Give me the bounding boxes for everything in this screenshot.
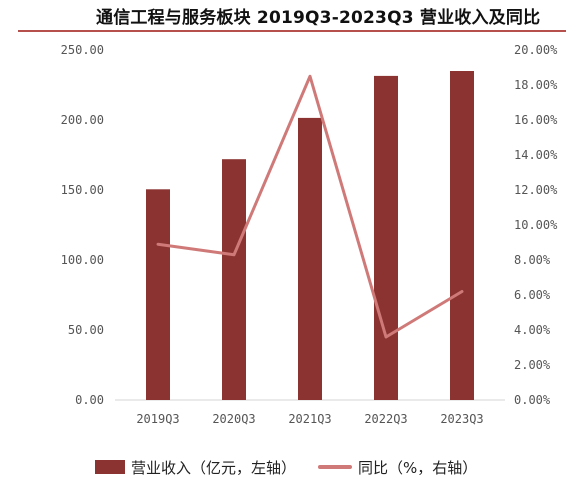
revenue-bar bbox=[222, 159, 246, 400]
left-tick-label: 250.00 bbox=[61, 43, 104, 57]
right-tick-label: 16.00% bbox=[514, 113, 558, 127]
x-axis-labels: 2019Q3 2020Q3 2021Q3 2022Q3 2023Q3 bbox=[136, 412, 483, 426]
right-tick-label: 14.00% bbox=[514, 148, 558, 162]
legend-bar-swatch bbox=[95, 460, 125, 474]
revenue-bar bbox=[146, 189, 170, 400]
revenue-bar bbox=[450, 71, 474, 400]
right-tick-label: 0.00% bbox=[514, 393, 551, 407]
left-tick-label: 200.00 bbox=[61, 113, 104, 127]
chart-header: 通信工程与服务板块 2019Q3-2023Q3 营业收入及同比 bbox=[0, 0, 583, 36]
right-tick-label: 20.00% bbox=[514, 43, 558, 57]
legend: 营业收入（亿元，左轴） 同比（%，右轴） bbox=[95, 455, 499, 479]
chart-title: 通信工程与服务板块 2019Q3-2023Q3 营业收入及同比 bbox=[96, 8, 541, 28]
revenue-bar bbox=[298, 117, 322, 401]
right-tick-label: 6.00% bbox=[514, 288, 551, 302]
right-tick-label: 8.00% bbox=[514, 253, 551, 267]
legend-line-swatch bbox=[318, 465, 353, 469]
right-axis-ticks: 0.00% 2.00% 4.00% 6.00% 8.00% 10.00% 12.00% 14.… bbox=[514, 43, 558, 407]
left-tick-label: 100.00 bbox=[61, 253, 104, 267]
line-series bbox=[156, 74, 464, 339]
right-tick-label: 12.00% bbox=[514, 183, 558, 197]
right-tick-label: 2.00% bbox=[514, 358, 551, 372]
legend-item-revenue: 营业收入（亿元，左轴） bbox=[95, 457, 296, 478]
chart-area: 0.00 50.00 100.00 150.00 200.00 250.00 0.00% 2… bbox=[61, 43, 558, 426]
legend-label-yoy: 同比（%，右轴） bbox=[358, 458, 478, 477]
x-tick-label: 2019Q3 bbox=[136, 412, 179, 426]
right-tick-label: 4.00% bbox=[514, 323, 551, 337]
left-tick-label: 150.00 bbox=[61, 183, 104, 197]
x-tick-label: 2020Q3 bbox=[212, 412, 255, 426]
right-tick-label: 18.00% bbox=[514, 78, 558, 92]
x-tick-label: 2023Q3 bbox=[440, 412, 483, 426]
title-underline bbox=[18, 30, 566, 32]
left-axis-ticks: 0.00 50.00 100.00 150.00 200.00 250.00 bbox=[61, 43, 104, 407]
x-tick-label: 2022Q3 bbox=[364, 412, 407, 426]
left-tick-label: 0.00 bbox=[75, 393, 104, 407]
legend-item-yoy: 同比（%，右轴） bbox=[318, 457, 477, 478]
x-tick-label: 2021Q3 bbox=[288, 412, 331, 426]
left-tick-label: 50.00 bbox=[68, 323, 104, 337]
revenue-bar bbox=[374, 75, 398, 401]
legend-label-revenue: 营业收入（亿元，左轴） bbox=[131, 458, 297, 477]
bar-series bbox=[146, 71, 474, 401]
right-tick-label: 10.00% bbox=[514, 218, 558, 232]
